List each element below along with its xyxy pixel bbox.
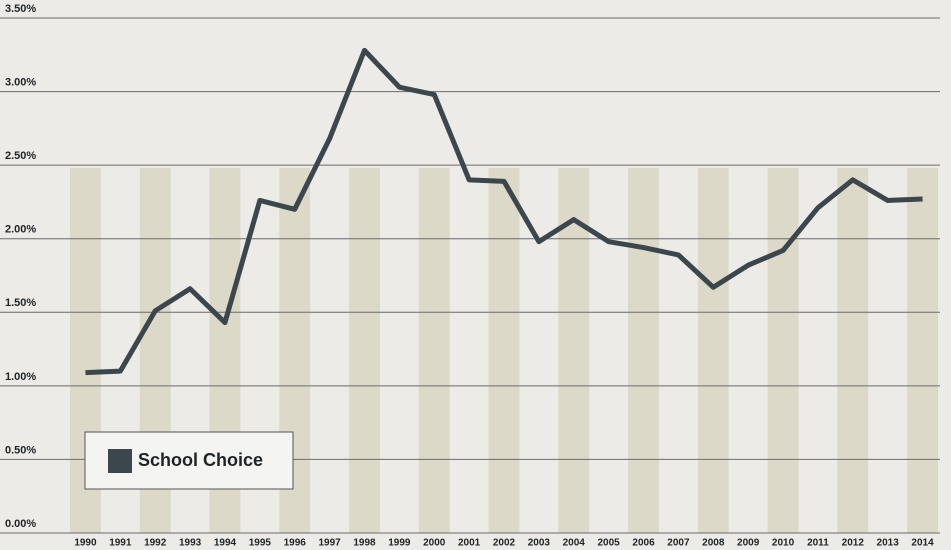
x-tick-label: 2012 bbox=[842, 538, 865, 549]
column-band bbox=[907, 168, 938, 533]
x-tick-label: 2011 bbox=[807, 538, 829, 549]
x-tick-label: 1996 bbox=[284, 538, 307, 549]
x-tick-label: 2002 bbox=[493, 538, 516, 549]
x-tick-label: 1992 bbox=[144, 538, 167, 549]
column-band bbox=[488, 168, 520, 533]
column-band bbox=[628, 168, 659, 533]
legend-label: School Choice bbox=[138, 450, 263, 470]
y-tick-label: 2.50% bbox=[5, 150, 36, 162]
x-tick-label: 1999 bbox=[388, 538, 411, 549]
y-tick-label: 0.00% bbox=[5, 518, 36, 530]
y-tick-label: 3.50% bbox=[5, 3, 36, 15]
x-tick-label: 2005 bbox=[598, 538, 621, 549]
x-tick-label: 2004 bbox=[563, 538, 586, 549]
x-tick-label: 1990 bbox=[74, 538, 97, 549]
x-tick-label: 2001 bbox=[458, 538, 481, 549]
column-band bbox=[349, 168, 380, 533]
x-tick-label: 2006 bbox=[632, 538, 655, 549]
x-tick-label: 2013 bbox=[877, 538, 900, 549]
x-tick-label: 1995 bbox=[249, 538, 272, 549]
y-tick-label: 2.00% bbox=[5, 224, 36, 236]
y-tick-label: 3.00% bbox=[5, 76, 36, 88]
column-band bbox=[558, 168, 590, 533]
x-tick-label: 1993 bbox=[179, 538, 202, 549]
column-band bbox=[697, 168, 729, 533]
x-tick-label: 1998 bbox=[353, 538, 376, 549]
legend: School Choice bbox=[84, 431, 294, 490]
x-tick-label: 2007 bbox=[667, 538, 690, 549]
x-tick-label: 2003 bbox=[528, 538, 551, 549]
y-tick-label: 0.50% bbox=[5, 444, 36, 456]
x-tick-label: 1994 bbox=[214, 538, 237, 549]
x-tick-label: 2010 bbox=[772, 538, 795, 549]
line-series bbox=[85, 47, 923, 376]
background-bands bbox=[70, 168, 938, 533]
y-tick-label: 1.00% bbox=[5, 371, 36, 383]
x-tick-label: 1991 bbox=[109, 538, 132, 549]
column-band bbox=[837, 168, 869, 533]
column-band bbox=[767, 168, 799, 533]
column-band bbox=[418, 168, 450, 533]
x-tick-label: 2008 bbox=[702, 538, 725, 549]
legend-swatch bbox=[108, 449, 132, 473]
x-tick-label: 2000 bbox=[423, 538, 446, 549]
x-tick-label: 1997 bbox=[318, 538, 341, 549]
y-tick-label: 1.50% bbox=[5, 297, 36, 309]
x-tick-label: 2009 bbox=[737, 538, 760, 549]
x-tick-label: 2014 bbox=[911, 538, 934, 549]
